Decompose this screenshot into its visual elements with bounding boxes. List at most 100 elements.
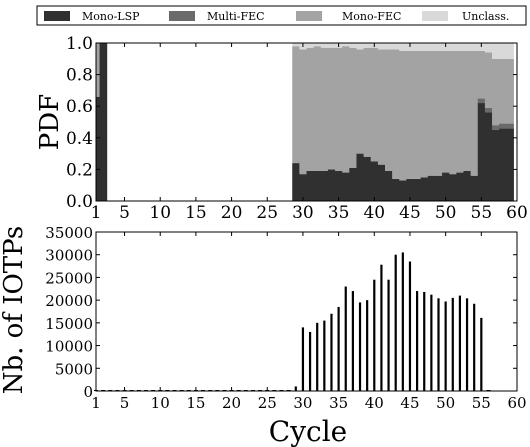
legend-swatch-unclass xyxy=(422,11,448,21)
iotp-ytick-label: 5000 xyxy=(55,360,93,378)
pdf-bar-mono-fec xyxy=(477,50,486,99)
pdf-bar-mono-lsp xyxy=(420,177,429,201)
iotp-axes: 1 5 10 15 20 25 30 35 40 45 50 55 600500010000150002… xyxy=(45,224,526,412)
pdf-bar-mono-fec xyxy=(420,50,429,178)
legend-swatch-mono-fec xyxy=(296,11,322,21)
iotp-bar xyxy=(301,327,305,391)
legend-label-mono-fec: Mono-FEC xyxy=(342,10,401,23)
iotp-bar xyxy=(351,291,354,391)
legend-label-mono-lsp: Mono-LSP xyxy=(82,10,140,23)
pdf-bar-mono-lsp xyxy=(399,180,407,201)
pdf-bar-mono-lsp xyxy=(356,153,365,201)
pdf-bar-mono-lsp xyxy=(363,156,372,201)
legend-item-unclass: Unclass. xyxy=(422,10,509,23)
pdf-bar-mono-fec xyxy=(306,47,315,171)
iotp-xtick-label: 50 xyxy=(436,394,455,412)
iotp-bar xyxy=(465,298,469,391)
pdf-bar-mono-lsp xyxy=(370,161,379,201)
pdf-bar-unclass xyxy=(292,43,300,47)
iotp-bar xyxy=(401,252,404,391)
iotp-ytick-label: 35000 xyxy=(45,224,93,242)
pdf-ytick-label: 0.4 xyxy=(66,129,93,149)
iotp-ytick-label: 25000 xyxy=(45,269,93,287)
pdf-bar-unclass xyxy=(356,43,365,50)
pdf-bar-mono-lsp xyxy=(499,128,507,201)
pdf-bar-mono-lsp xyxy=(320,170,329,201)
pdf-bar-mono-fec xyxy=(427,50,436,176)
pdf-bar-mono-lsp xyxy=(492,129,500,201)
pdf-bar-mono-lsp xyxy=(456,172,464,201)
pdf-xtick-label: 30 xyxy=(292,203,314,223)
pdf-xtick-label: 40 xyxy=(363,203,385,223)
pdf-bar-mono-fec xyxy=(442,50,450,173)
pdf-bar-unclass xyxy=(492,43,500,59)
iotp-bar xyxy=(451,297,454,391)
pdf-ytick-label: 0.6 xyxy=(66,97,93,117)
pdf-bar-mono-lsp xyxy=(342,172,350,201)
pdf-bar-mono-lsp xyxy=(484,112,493,201)
pdf-bar-mono-lsp xyxy=(392,178,400,201)
iotp-bar xyxy=(344,286,347,391)
iotp-xtick-label: 40 xyxy=(365,394,384,412)
iotp-bar xyxy=(473,303,476,391)
iotp-xtick-label: 1 xyxy=(91,394,101,412)
iotp-bars xyxy=(94,252,491,391)
iotp-bar xyxy=(294,386,297,391)
legend-label-multi-fec: Multi-FEC xyxy=(207,10,265,23)
pdf-bar-mono-fec xyxy=(434,50,443,176)
pdf-bar-unclass xyxy=(377,43,386,50)
pdf-ytick-label: 1.0 xyxy=(66,34,93,54)
pdf-bar-mono-fec xyxy=(413,50,422,179)
pdf-bar-mono-fec xyxy=(456,50,464,173)
pdf-bar-unclass xyxy=(420,43,429,51)
pdf-bar-unclass xyxy=(363,43,372,48)
iotp-bar xyxy=(387,279,390,391)
pdf-axes: 1 5 10 15 20 25 30 35 40 45 50 55 60 0.0 0.2 0.4 0.6 0.8 1… xyxy=(66,34,528,223)
iotp-bar xyxy=(437,298,440,391)
pdf-bar-unclass xyxy=(384,43,393,50)
pdf-xtick-label: 60 xyxy=(506,203,528,223)
iotp-ytick-label: 30000 xyxy=(45,247,93,265)
pdf-xtick-label: 15 xyxy=(185,203,207,223)
iotp-bar xyxy=(308,331,312,391)
legend: Mono-LSP Multi-FEC Mono-FEC Unclass. xyxy=(36,5,527,26)
pdf-bar-mono-fec xyxy=(377,49,386,165)
pdf-bar-mono-fec xyxy=(320,47,329,171)
pdf-bar-mono-lsp xyxy=(384,170,393,201)
iotp-xtick-label: 60 xyxy=(507,394,526,412)
iotp-ytick-label: 15000 xyxy=(45,315,93,333)
pdf-bar-mono-lsp xyxy=(477,103,486,201)
iotp-bar xyxy=(366,300,369,391)
iotp-bar xyxy=(480,317,483,391)
iotp-ylabel: Nb. of IOTPs xyxy=(0,226,29,395)
legend-box xyxy=(36,5,527,26)
pdf-bar-mono-fec xyxy=(463,50,472,171)
iotp-bar xyxy=(408,261,412,391)
pdf-bar-mono-fec xyxy=(349,47,357,168)
pdf-bar-mono-lsp xyxy=(377,164,386,201)
pdf-bar-unclass xyxy=(313,43,322,47)
iotp-xtick-label: 30 xyxy=(293,394,312,412)
pdf-bar-mono-lsp xyxy=(463,170,472,201)
iotp-xtick-label: 45 xyxy=(400,394,419,412)
iotp-bar xyxy=(458,295,462,391)
pdf-bar-unclass xyxy=(449,43,457,51)
pdf-ytick-label: 0.8 xyxy=(66,66,93,86)
iotp-bar xyxy=(444,301,447,391)
pdf-bar-multi-fec xyxy=(506,123,514,129)
pdf-bar-mono-lsp xyxy=(406,178,415,201)
pdf-bar-mono-fec xyxy=(449,50,457,175)
iotp-bar xyxy=(337,306,340,391)
pdf-bar-mono-fec xyxy=(313,46,322,171)
iotp-plot-frame xyxy=(95,231,518,392)
pdf-bar-mono-lsp xyxy=(427,175,436,201)
pdf-bar-mono-lsp xyxy=(349,167,357,201)
legend-swatch-multi-fec xyxy=(169,11,195,21)
pdf-bar-unclass xyxy=(506,43,514,59)
pdf-bar-mono-fec xyxy=(492,58,500,126)
iotp-ytick-label: 20000 xyxy=(45,292,93,310)
legend-swatch-mono-lsp xyxy=(44,11,70,21)
pdf-bar-mono-lsp xyxy=(96,96,101,201)
pdf-bar-unclass xyxy=(349,43,357,48)
